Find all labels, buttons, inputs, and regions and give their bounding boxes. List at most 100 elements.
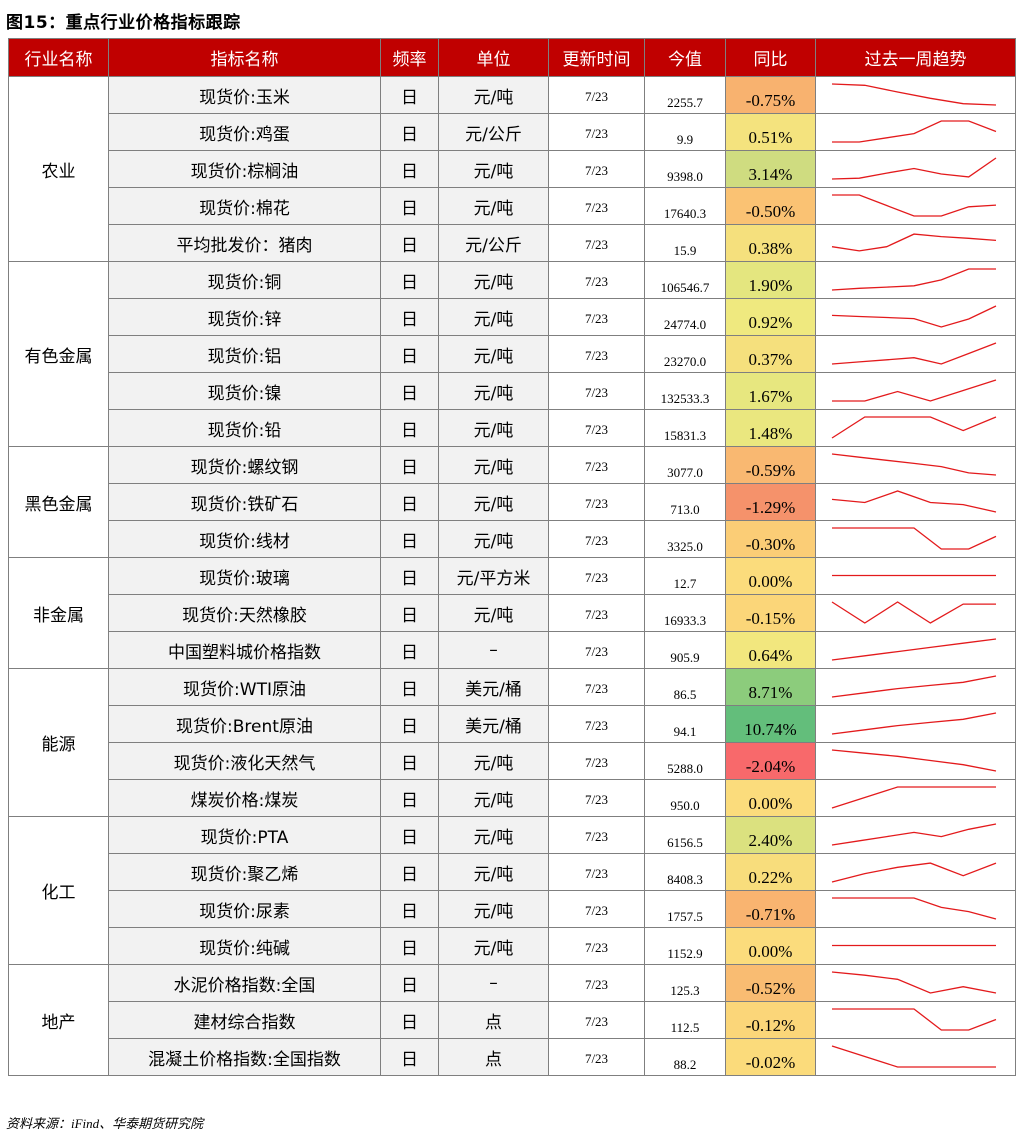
trend-sparkline-cell [815,705,1016,743]
trend-line [832,526,997,550]
industry-name-cell: 有色金属 [8,261,109,447]
indicator-name-cell: 现货价:WTI原油 [108,668,381,706]
table-row: 现货价:铝日元/吨 7/23 23270.0 0.37% [9,335,1016,373]
yoy-change-cell: -1.29% [725,483,816,521]
unit-cell: 元/吨 [438,409,549,447]
current-value-cell: 6156.5 [644,816,726,854]
frequency-cell: 日 [380,594,439,632]
frequency-cell: 日 [380,150,439,188]
current-value-cell: 905.9 [644,631,726,669]
trend-sparkline-cell [815,261,1016,299]
unit-cell: – [438,964,549,1002]
col-header-frequency: 频率 [380,38,439,77]
trend-sparkline-cell [815,224,1016,262]
indicator-name-cell: 平均批发价：猪肉 [108,224,381,262]
trend-sparkline [831,156,997,180]
frequency-cell: 日 [380,816,439,854]
current-value-cell: 86.5 [644,668,726,706]
yoy-change-cell: 2.40% [725,816,816,854]
trend-sparkline [831,785,996,809]
unit-cell: 美元/桶 [438,668,549,706]
frequency-cell: 日 [380,927,439,965]
update-time-cell: 7/23 [548,631,645,669]
current-value-cell: 2255.7 [644,76,726,114]
unit-cell: 元/吨 [438,779,549,817]
frequency-cell: 日 [380,742,439,780]
indicator-name-cell: 水泥价格指数:全国 [108,964,381,1002]
update-time-cell: 7/23 [548,150,645,188]
update-time-cell: 7/23 [548,224,645,262]
trend-sparkline [831,674,997,698]
update-time-cell: 7/23 [548,890,645,928]
indicator-name-cell: 现货价:铜 [108,261,381,299]
current-value-cell: 3325.0 [644,520,726,558]
update-time-cell: 7/23 [548,964,645,1002]
unit-cell: 元/吨 [438,520,549,558]
table-row: 现货价:铁矿石日元/吨 7/23 713.0 -1.29% [9,483,1016,521]
frequency-cell: 日 [380,557,439,595]
indicator-name-cell: 现货价:玉米 [108,76,381,114]
unit-cell: 点 [438,1038,549,1076]
header-row: 行业名称 指标名称 频率 单位 更新时间 今值 同比 过去一周趋势 [8,38,1016,77]
frequency-cell: 日 [380,76,439,114]
current-value-cell: 15.9 [644,224,726,262]
frequency-cell: 日 [380,224,439,262]
yoy-change-cell: -0.15% [725,594,816,632]
indicator-name-cell: 现货价:聚乙烯 [108,853,381,891]
trend-line [831,489,997,513]
trend-sparkline-cell [815,446,1016,484]
trend-line [831,674,997,698]
current-value-cell: 3077.0 [644,446,726,484]
unit-cell: 点 [438,1001,549,1039]
yoy-change-cell: 10.74% [725,705,816,743]
industry-name-cell: 黑色金属 [8,446,109,558]
indicator-name-cell: 现货价:鸡蛋 [108,113,381,151]
col-header-indicator: 指标名称 [108,38,381,77]
frequency-cell: 日 [380,261,439,299]
current-value-cell: 8408.3 [644,853,726,891]
industry-name-cell: 能源 [8,668,109,817]
update-time-cell: 7/23 [548,335,645,373]
current-value-cell: 24774.0 [644,298,726,336]
table-row: 平均批发价：猪肉日元/公斤 7/23 15.9 0.38% [9,224,1016,262]
trend-sparkline-cell [815,409,1016,447]
indicator-name-cell: 现货价:尿素 [108,890,381,928]
yoy-change-cell: -0.50% [725,187,816,225]
trend-sparkline-cell [815,298,1016,336]
table-row: 现货价:Brent原油日美元/桶 7/23 94.1 10.74% [9,705,1016,743]
yoy-change-cell: 1.90% [725,261,816,299]
indicator-name-cell: 现货价:锌 [108,298,381,336]
trend-sparkline-cell [815,372,1016,410]
current-value-cell: 125.3 [644,964,726,1002]
trend-sparkline-cell [815,594,1016,632]
frequency-cell: 日 [380,335,439,373]
col-header-value: 今值 [644,38,726,77]
yoy-change-cell: -0.75% [725,76,816,114]
indicator-name-cell: 中国塑料城价格指数 [108,631,381,669]
frequency-cell: 日 [380,631,439,669]
unit-cell: 元/吨 [438,335,549,373]
indicator-name-cell: 现货价:天然橡胶 [108,594,381,632]
current-value-cell: 16933.3 [644,594,726,632]
update-time-cell: 7/23 [548,261,645,299]
indicator-name-cell: 现货价:Brent原油 [108,705,381,743]
unit-cell: 元/吨 [438,76,549,114]
update-time-cell: 7/23 [548,446,645,484]
unit-cell: 元/吨 [438,261,549,299]
update-time-cell: 7/23 [548,187,645,225]
trend-sparkline [831,415,997,439]
indicator-name-cell: 现货价:PTA [108,816,381,854]
yoy-change-cell: 0.64% [725,631,816,669]
trend-line [832,378,997,402]
trend-sparkline [831,822,997,846]
update-time-cell: 7/23 [548,298,645,336]
update-time-cell: 7/23 [548,409,645,447]
yoy-change-cell: -0.52% [725,964,816,1002]
yoy-change-cell: 1.67% [725,372,816,410]
update-time-cell: 7/23 [548,76,645,114]
update-time-cell: 7/23 [548,742,645,780]
trend-sparkline-cell [815,964,1016,1002]
trend-sparkline [831,970,997,994]
table-row: 现货价:天然橡胶日元/吨 7/23 16933.3 -0.15% [9,594,1016,632]
frequency-cell: 日 [380,853,439,891]
